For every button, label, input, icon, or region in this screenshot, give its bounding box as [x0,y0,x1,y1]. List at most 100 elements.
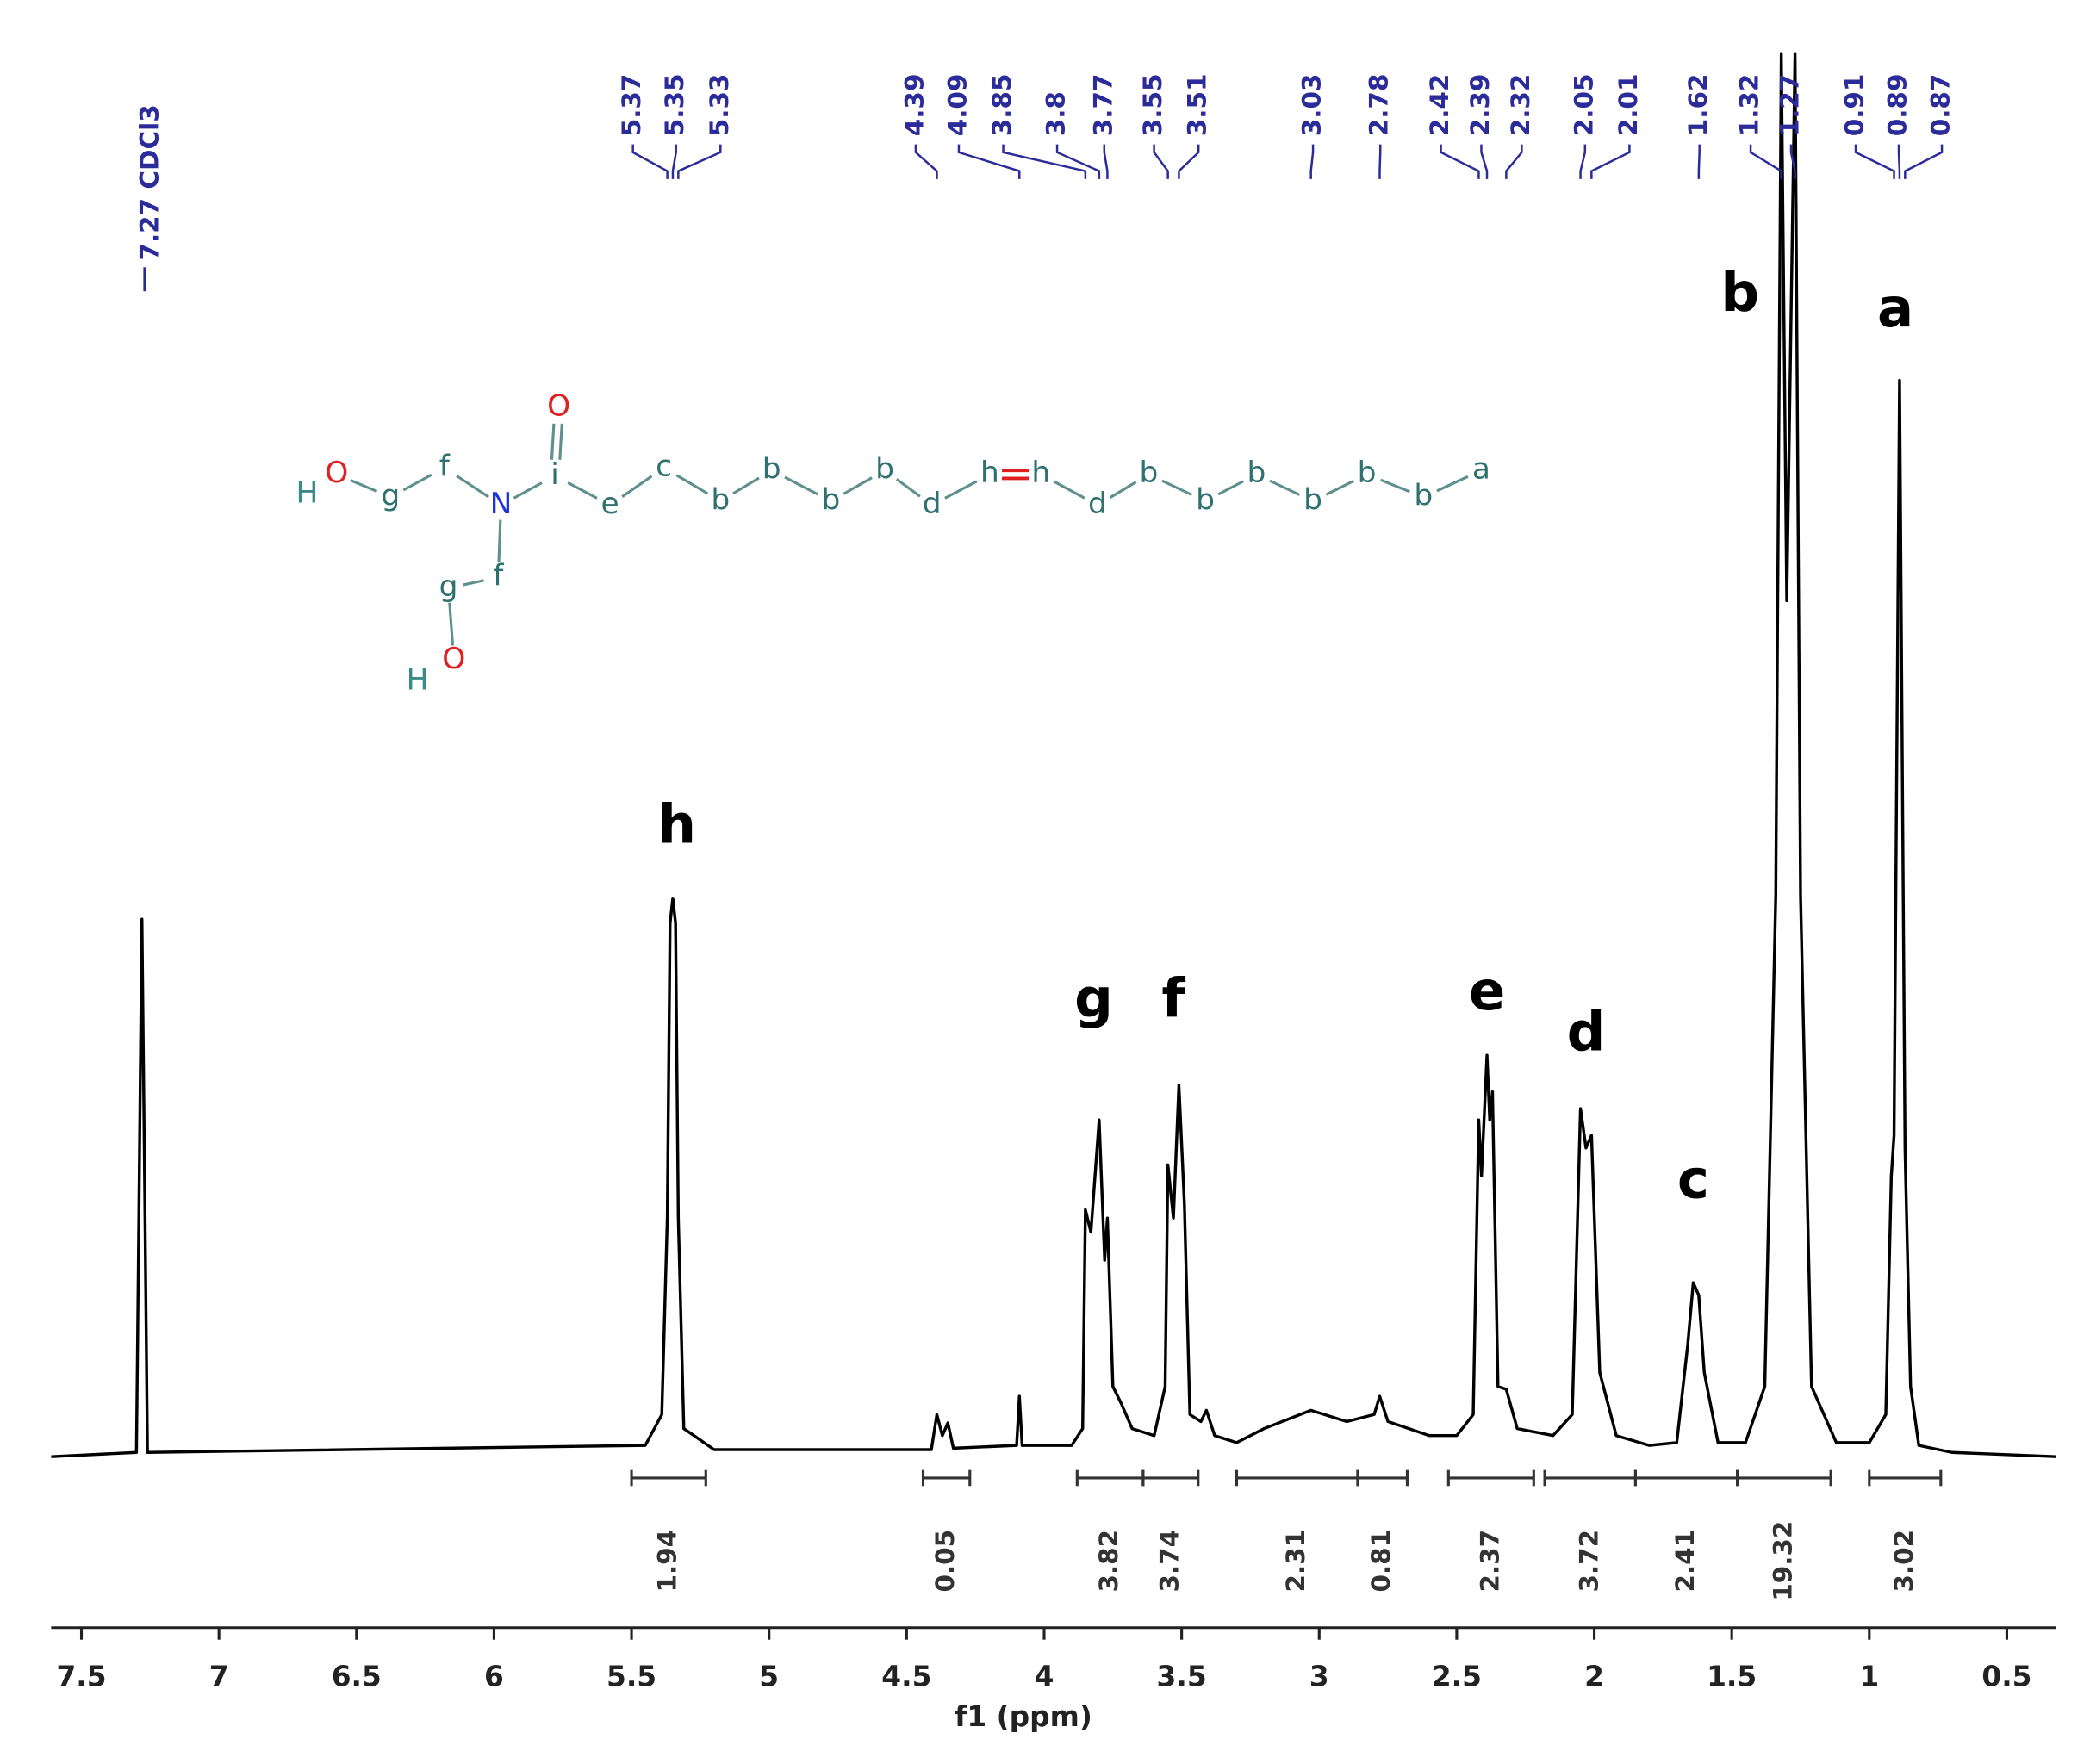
spectrum [51,52,2056,1458]
bond [463,579,484,587]
peak-connector [1002,144,1087,179]
atom-label: f [493,559,504,593]
peak-connector [1904,144,1944,179]
peak-connector [677,144,722,179]
atom-label: H [407,663,429,698]
peak-label: 7.27 CDCl3 [135,104,165,260]
peak-connector [631,144,669,179]
peak-connector [1378,144,1382,179]
integral-label: 3.82 [1094,1530,1123,1593]
peak-connector [914,144,938,179]
atom-label: b [822,482,841,517]
x-tick-label: 5.5 [606,1661,656,1693]
peak-connector [1854,144,1895,179]
peak-label: 5.35 [660,74,689,137]
peak-label: 2.01 [1614,74,1643,137]
atom-label: b [1414,479,1433,513]
bond [843,476,873,495]
atom-label: b [1139,456,1158,490]
atom-label: h [1031,456,1050,490]
peak-label: 0.87 [1925,74,1955,137]
x-tick-label: 2.5 [1432,1661,1482,1693]
bond [732,476,760,495]
bond [567,481,598,500]
atom-label: b [1303,482,1322,517]
x-tick-label: 6.5 [332,1661,382,1693]
peak-connector [1590,144,1631,179]
double-bond [558,423,563,460]
peak-connector [1749,144,1782,179]
x-tick-label: 3.5 [1157,1661,1207,1693]
atom-label: b [1358,456,1377,490]
x-tick-label: 4 [1035,1661,1054,1693]
peak-label: 1.32 [1735,74,1764,137]
peak-label: 2.05 [1569,74,1598,137]
peak-assignment: h [657,793,696,856]
x-tick-label: 1 [1859,1661,1879,1693]
peak-connector [1789,144,1796,179]
peak-connector [671,144,677,179]
integral-label: 0.05 [930,1530,960,1593]
peak-connector [957,144,1021,179]
peak-label: 2.32 [1506,74,1535,137]
integral-label: 2.31 [1281,1530,1310,1593]
atom-label: h [980,456,999,490]
integral-label: 3.02 [1889,1530,1919,1593]
double-bond [550,423,556,460]
bond [621,475,653,498]
peak-label: 3.55 [1138,74,1167,137]
bond [1217,480,1244,496]
peak-label: 1.62 [1683,74,1713,137]
peak-connector [1055,144,1101,179]
peak-assignment: c [1677,1148,1709,1211]
atom-label: O [325,456,348,490]
atom-label: b [762,452,781,487]
x-tick-label: 5 [759,1661,779,1693]
bond [448,602,455,646]
atom-label: d [923,487,942,521]
peak-label: 3.51 [1183,74,1212,137]
integral-label: 0.81 [1366,1530,1396,1593]
peak-connector [1103,144,1109,179]
atom-label: b [875,452,894,487]
peak-assignment: f [1161,967,1185,1030]
peak-assignment: a [1877,276,1913,339]
x-tick-label: 2 [1584,1661,1604,1693]
atom-label: d [1088,487,1107,521]
peak-connector [1440,144,1480,179]
integral-label: 2.41 [1670,1530,1700,1593]
peak-label: 2.39 [1465,74,1495,137]
x-tick-label: 3 [1309,1661,1329,1693]
peak-label: 4.09 [942,74,972,137]
atom-label: O [442,642,465,676]
bond [1379,478,1410,494]
bond [1436,475,1469,493]
bond [675,474,709,495]
peak-label: 2.78 [1365,74,1394,137]
peak-label: 3.85 [987,74,1017,137]
x-axis-label: f1 (ppm) [955,1700,1092,1733]
atom-label: a [1472,452,1490,487]
peak-label: 3.77 [1088,74,1117,137]
peak-label: 0.91 [1839,74,1869,137]
atom-label: i [550,457,559,492]
integral-label: 3.72 [1574,1530,1603,1593]
atom-label: f [439,450,451,484]
peak-connector [1897,144,1901,179]
peak-assignment: e [1469,960,1505,1022]
atom-label: H [295,476,318,511]
bond [349,479,378,493]
bond [1053,480,1085,500]
peak-connector [1697,144,1701,179]
peak-label: 3.03 [1297,74,1326,137]
integral-label: 19.32 [1768,1521,1797,1601]
x-tick-label: 4.5 [881,1661,931,1693]
peak-label: 4.39 [899,74,929,137]
peak-connector [1480,144,1489,179]
atom-label: g [381,479,400,513]
bond [456,475,490,499]
peak-label: 0.89 [1882,74,1912,137]
peak-label: 3.8 [1041,91,1070,136]
